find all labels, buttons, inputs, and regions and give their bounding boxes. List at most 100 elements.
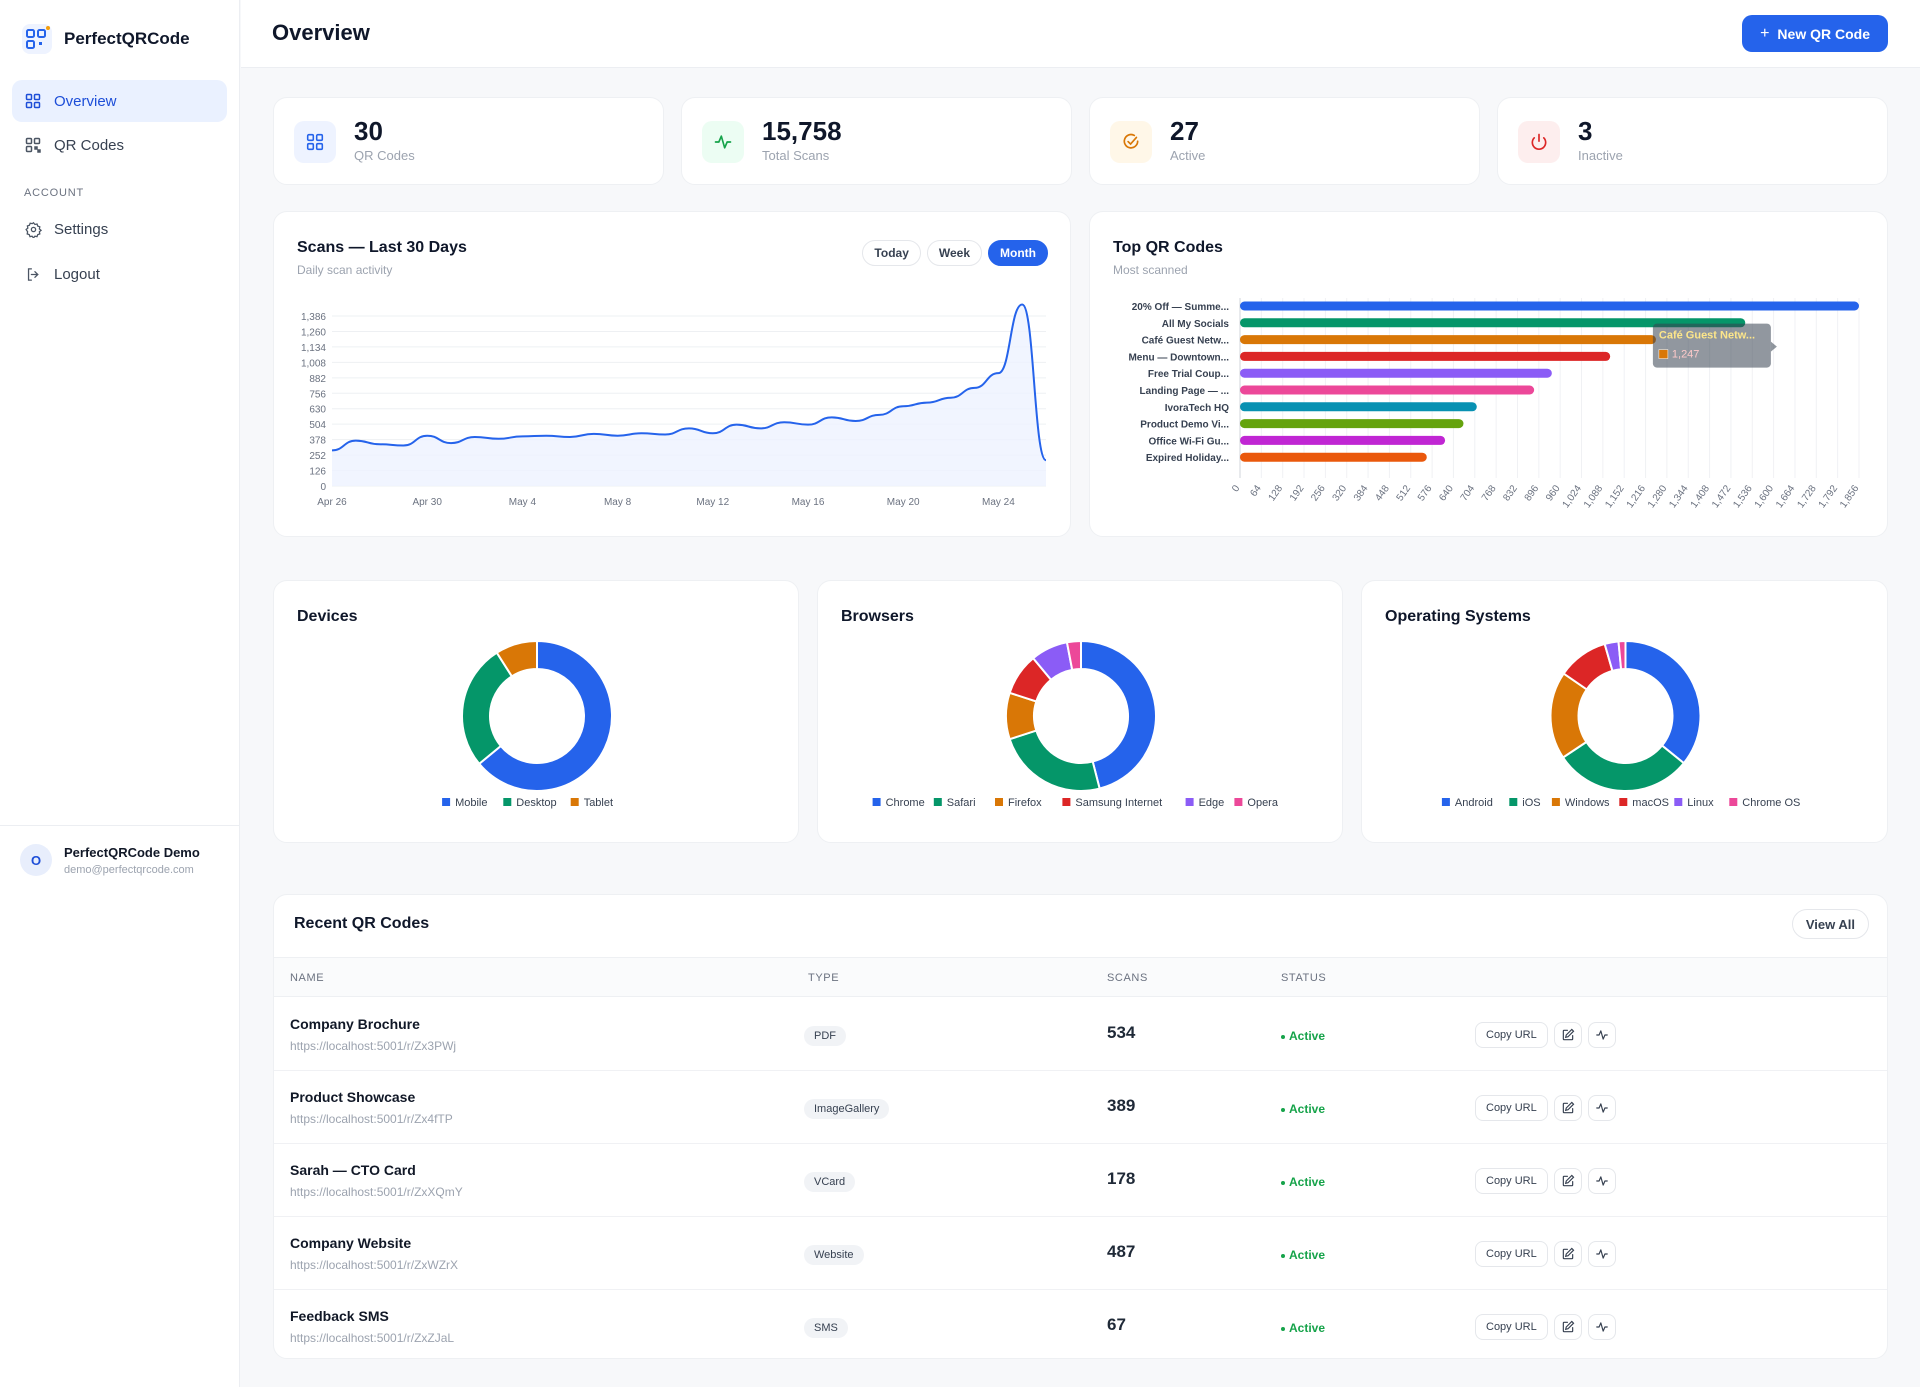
card-title: Devices (297, 608, 358, 625)
table-row[interactable]: Sarah — CTO Card https://localhost:5001/… (274, 1144, 1887, 1217)
y-tick-label: Café Guest Netw... (1142, 336, 1230, 347)
grid-icon (24, 92, 42, 110)
legend-label: Firefox (1008, 797, 1042, 809)
stat-label: Active (1170, 148, 1206, 163)
sidebar-item-logout[interactable]: Logout (12, 253, 227, 295)
analytics-button[interactable] (1587, 1022, 1616, 1048)
legend-label: iOS (1522, 797, 1540, 809)
stat-label: Inactive (1578, 148, 1623, 163)
table-row[interactable]: Product Showcase https://localhost:5001/… (274, 1071, 1887, 1144)
y-tick-label: Expired Holiday... (1146, 453, 1229, 464)
card-subtitle: Daily scan activity (297, 263, 393, 277)
analytics-button[interactable] (1587, 1241, 1616, 1267)
table-row[interactable]: Feedback SMS https://localhost:5001/r/Zx… (274, 1290, 1887, 1358)
table-row[interactable]: Company Website https://localhost:5001/r… (274, 1217, 1887, 1290)
x-tick-label: 768 (1480, 483, 1499, 503)
range-tabs: Today Week Month (862, 240, 1048, 266)
stat-card-total-scans: 15,758 Total Scans (681, 97, 1072, 185)
edit-button[interactable] (1553, 1241, 1582, 1267)
y-tick-label: Office Wi-Fi Gu... (1149, 436, 1230, 447)
table-row[interactable]: Company Brochure https://localhost:5001/… (274, 998, 1887, 1071)
type-badge: ImageGallery (804, 1099, 890, 1119)
card-title: Top QR Codes (1113, 239, 1223, 256)
qr-url: https://localhost:5001/r/Zx3PWj (290, 1039, 457, 1053)
qr-name[interactable]: Feedback SMS (290, 1308, 389, 1324)
sidebar-item-overview[interactable]: Overview (12, 80, 227, 122)
copy-url-button[interactable]: Copy URL (1475, 1168, 1548, 1194)
x-tick-label: Apr 30 (412, 497, 442, 508)
analytics-button[interactable] (1587, 1095, 1616, 1121)
top-qr-codes-bar-chart: 0 64 128 192 256 320 384 448 512 576 640 704 768 832 8… (1128, 298, 1862, 510)
sidebar-item-qr-codes[interactable]: QR Codes (12, 124, 227, 166)
tooltip-value: 1,247 (1672, 349, 1700, 361)
tab-today[interactable]: Today (862, 240, 921, 266)
status-text: Active (1289, 1321, 1326, 1335)
qr-name[interactable]: Company Brochure (290, 1016, 420, 1032)
table-title: Recent QR Codes (294, 915, 430, 932)
scan-count: 67 (1107, 1315, 1126, 1334)
bar (1240, 318, 1746, 328)
qr-name[interactable]: Sarah — CTO Card (290, 1162, 416, 1178)
x-tick-label: 0 (1230, 483, 1242, 494)
copy-url-button[interactable]: Copy URL (1475, 1022, 1548, 1048)
status-dot-icon (1281, 1034, 1285, 1039)
legend-swatch (1674, 798, 1683, 806)
column-header: NAME (290, 972, 325, 984)
analytics-button[interactable] (1587, 1168, 1616, 1194)
tab-week[interactable]: Week (926, 240, 983, 266)
operating-systems-card: Operating Systems Android iOS Windows macOS… (1361, 580, 1888, 843)
sidebar-item-settings[interactable]: Settings (12, 208, 227, 250)
brand[interactable]: PerfectQRCode (22, 24, 190, 54)
y-tick-label: 1,386 (301, 312, 326, 323)
copy-url-button[interactable]: Copy URL (1475, 1241, 1548, 1267)
sidebar-user[interactable]: O PerfectQRCode Demo demo@perfectqrcode.… (0, 825, 240, 894)
bar (1240, 419, 1464, 429)
copy-url-button[interactable]: Copy URL (1475, 1095, 1548, 1121)
row-actions: Copy URL (1475, 1022, 1616, 1048)
edit-button[interactable] (1553, 1022, 1582, 1048)
edit-button[interactable] (1553, 1168, 1582, 1194)
tab-month[interactable]: Month (988, 240, 1048, 266)
x-tick-label: 256 (1309, 483, 1328, 503)
row-actions: Copy URL (1475, 1241, 1616, 1267)
new-qr-code-button[interactable]: + New QR Code (1742, 15, 1888, 52)
x-tick-label: 704 (1459, 483, 1478, 503)
x-tick-label: May 12 (696, 497, 729, 508)
copy-url-button[interactable]: Copy URL (1475, 1314, 1548, 1340)
edit-button[interactable] (1553, 1095, 1582, 1121)
view-all-button[interactable]: View All (1791, 909, 1869, 939)
x-tick-label: 960 (1544, 483, 1563, 503)
y-tick-label: 1,134 (301, 343, 326, 354)
y-tick-label: 126 (309, 467, 326, 478)
qr-name[interactable]: Company Website (290, 1235, 412, 1251)
bar (1240, 301, 1859, 311)
donut-slice (1561, 740, 1686, 792)
card-title: Scans — Last 30 Days (297, 239, 467, 256)
tooltip: Café Guest Netw... 1,247 (1652, 323, 1777, 368)
column-header: SCANS (1107, 972, 1148, 984)
x-tick-label: 1,152 (1603, 483, 1627, 510)
y-tick-label: 252 (309, 451, 326, 462)
status-badge: Active (1281, 1175, 1325, 1189)
x-tick-label: 640 (1437, 483, 1456, 503)
legend-swatch (933, 798, 942, 806)
status-text: Active (1289, 1175, 1326, 1189)
legend-label: Linux (1687, 797, 1714, 809)
analytics-button[interactable] (1587, 1314, 1616, 1340)
avatar: O (20, 844, 52, 876)
status-badge: Active (1281, 1102, 1325, 1116)
edit-icon (1562, 1320, 1575, 1333)
y-tick-label: 0 (320, 482, 326, 493)
bar (1240, 402, 1477, 412)
legend-label: Samsung Internet (1075, 797, 1162, 809)
recent-qr-codes-card: Recent QR Codes View All NAME TYPE SCANS… (273, 894, 1888, 1359)
plus-icon: + (1760, 24, 1770, 42)
qr-url: https://localhost:5001/r/ZxWZrX (290, 1258, 459, 1272)
x-tick-label: 1,472 (1710, 483, 1734, 510)
sidebar-item-label: Settings (54, 220, 109, 238)
edit-button[interactable] (1553, 1314, 1582, 1340)
qr-url: https://localhost:5001/r/Zx4fTP (290, 1112, 453, 1126)
donut-slice (1065, 639, 1082, 672)
qr-name[interactable]: Product Showcase (290, 1089, 416, 1105)
legend-label: macOS (1632, 797, 1669, 809)
